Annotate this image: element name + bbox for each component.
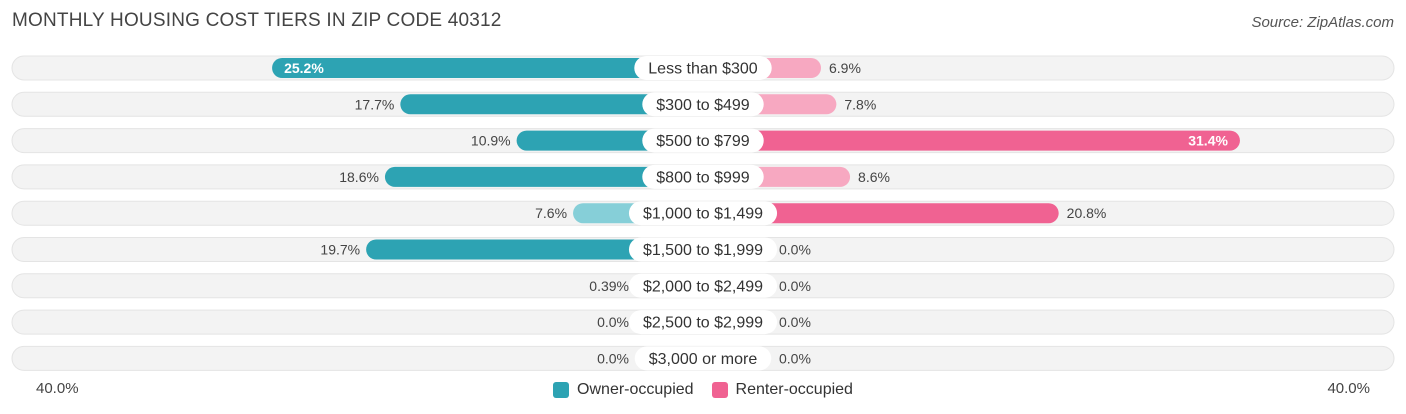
category-pill <box>634 56 772 80</box>
owner-value-label: 0.0% <box>597 350 629 366</box>
owner-bar <box>384 166 703 187</box>
owner-value-label: 10.9% <box>471 133 511 149</box>
category-label: $1,000 to $1,499 <box>643 206 763 223</box>
legend-item-renter[interactable]: Renter-occupied <box>711 381 853 399</box>
chart-source: Source: ZipAtlas.com <box>1251 14 1394 31</box>
owner-value-label: 19.7% <box>320 242 360 258</box>
chart-title: MONTHLY HOUSING COST TIERS IN ZIP CODE 4… <box>12 10 502 31</box>
category-pill <box>642 128 764 153</box>
legend-swatch-owner <box>553 382 570 398</box>
owner-value-label: 17.7% <box>355 96 395 112</box>
axis-left-label: 40.0% <box>36 380 79 397</box>
renter-value-label: 31.4% <box>1188 133 1228 149</box>
category-pill <box>628 273 778 298</box>
category-label: $1,500 to $1,999 <box>643 242 763 259</box>
owner-value-label: 7.6% <box>535 205 567 221</box>
renter-value-label: 0.0% <box>779 278 811 294</box>
category-label: $3,000 or more <box>649 351 758 368</box>
legend: Owner-occupied Renter-occupied <box>0 379 1406 401</box>
renter-value-label: 8.6% <box>858 169 890 185</box>
category-label: $2,500 to $2,999 <box>643 315 763 332</box>
renter-value-label: 0.0% <box>779 242 811 258</box>
renter-bar <box>703 130 1240 151</box>
category-pill <box>642 164 764 189</box>
owner-value-label: 0.0% <box>597 314 629 330</box>
renter-value-label: 6.9% <box>829 60 861 76</box>
renter-value-label: 0.0% <box>779 350 811 366</box>
owner-value-label: 0.39% <box>589 278 629 294</box>
owner-bar <box>272 58 703 78</box>
category-pill <box>642 92 764 117</box>
category-pill <box>628 201 778 226</box>
renter-value-label: 20.8% <box>1067 205 1107 221</box>
renter-value-label: 0.0% <box>779 314 811 330</box>
category-label: $500 to $799 <box>656 133 750 150</box>
legend-item-owner[interactable]: Owner-occupied <box>553 381 694 399</box>
category-pill <box>628 237 778 262</box>
axis-right-label: 40.0% <box>1327 380 1370 397</box>
renter-bar <box>703 203 1059 224</box>
category-label: Less than $300 <box>648 61 758 78</box>
category-label: $2,000 to $2,499 <box>643 278 763 295</box>
owner-bar <box>400 94 703 115</box>
diverging-bar-chart: Less than $300 25.2% 6.9% $300 to $499 17.7%… <box>11 55 1395 371</box>
category-pill <box>628 310 778 335</box>
legend-label-renter: Renter-occupied <box>735 381 853 398</box>
legend-label-owner: Owner-occupied <box>577 381 694 398</box>
category-pill <box>634 346 772 371</box>
category-label: $300 to $499 <box>656 97 750 114</box>
owner-value-label: 25.2% <box>284 60 324 76</box>
legend-swatch-renter <box>711 382 728 398</box>
owner-value-label: 18.6% <box>339 169 379 185</box>
owner-bar <box>366 239 703 260</box>
category-label: $800 to $999 <box>656 169 750 186</box>
renter-value-label: 7.8% <box>844 96 876 112</box>
